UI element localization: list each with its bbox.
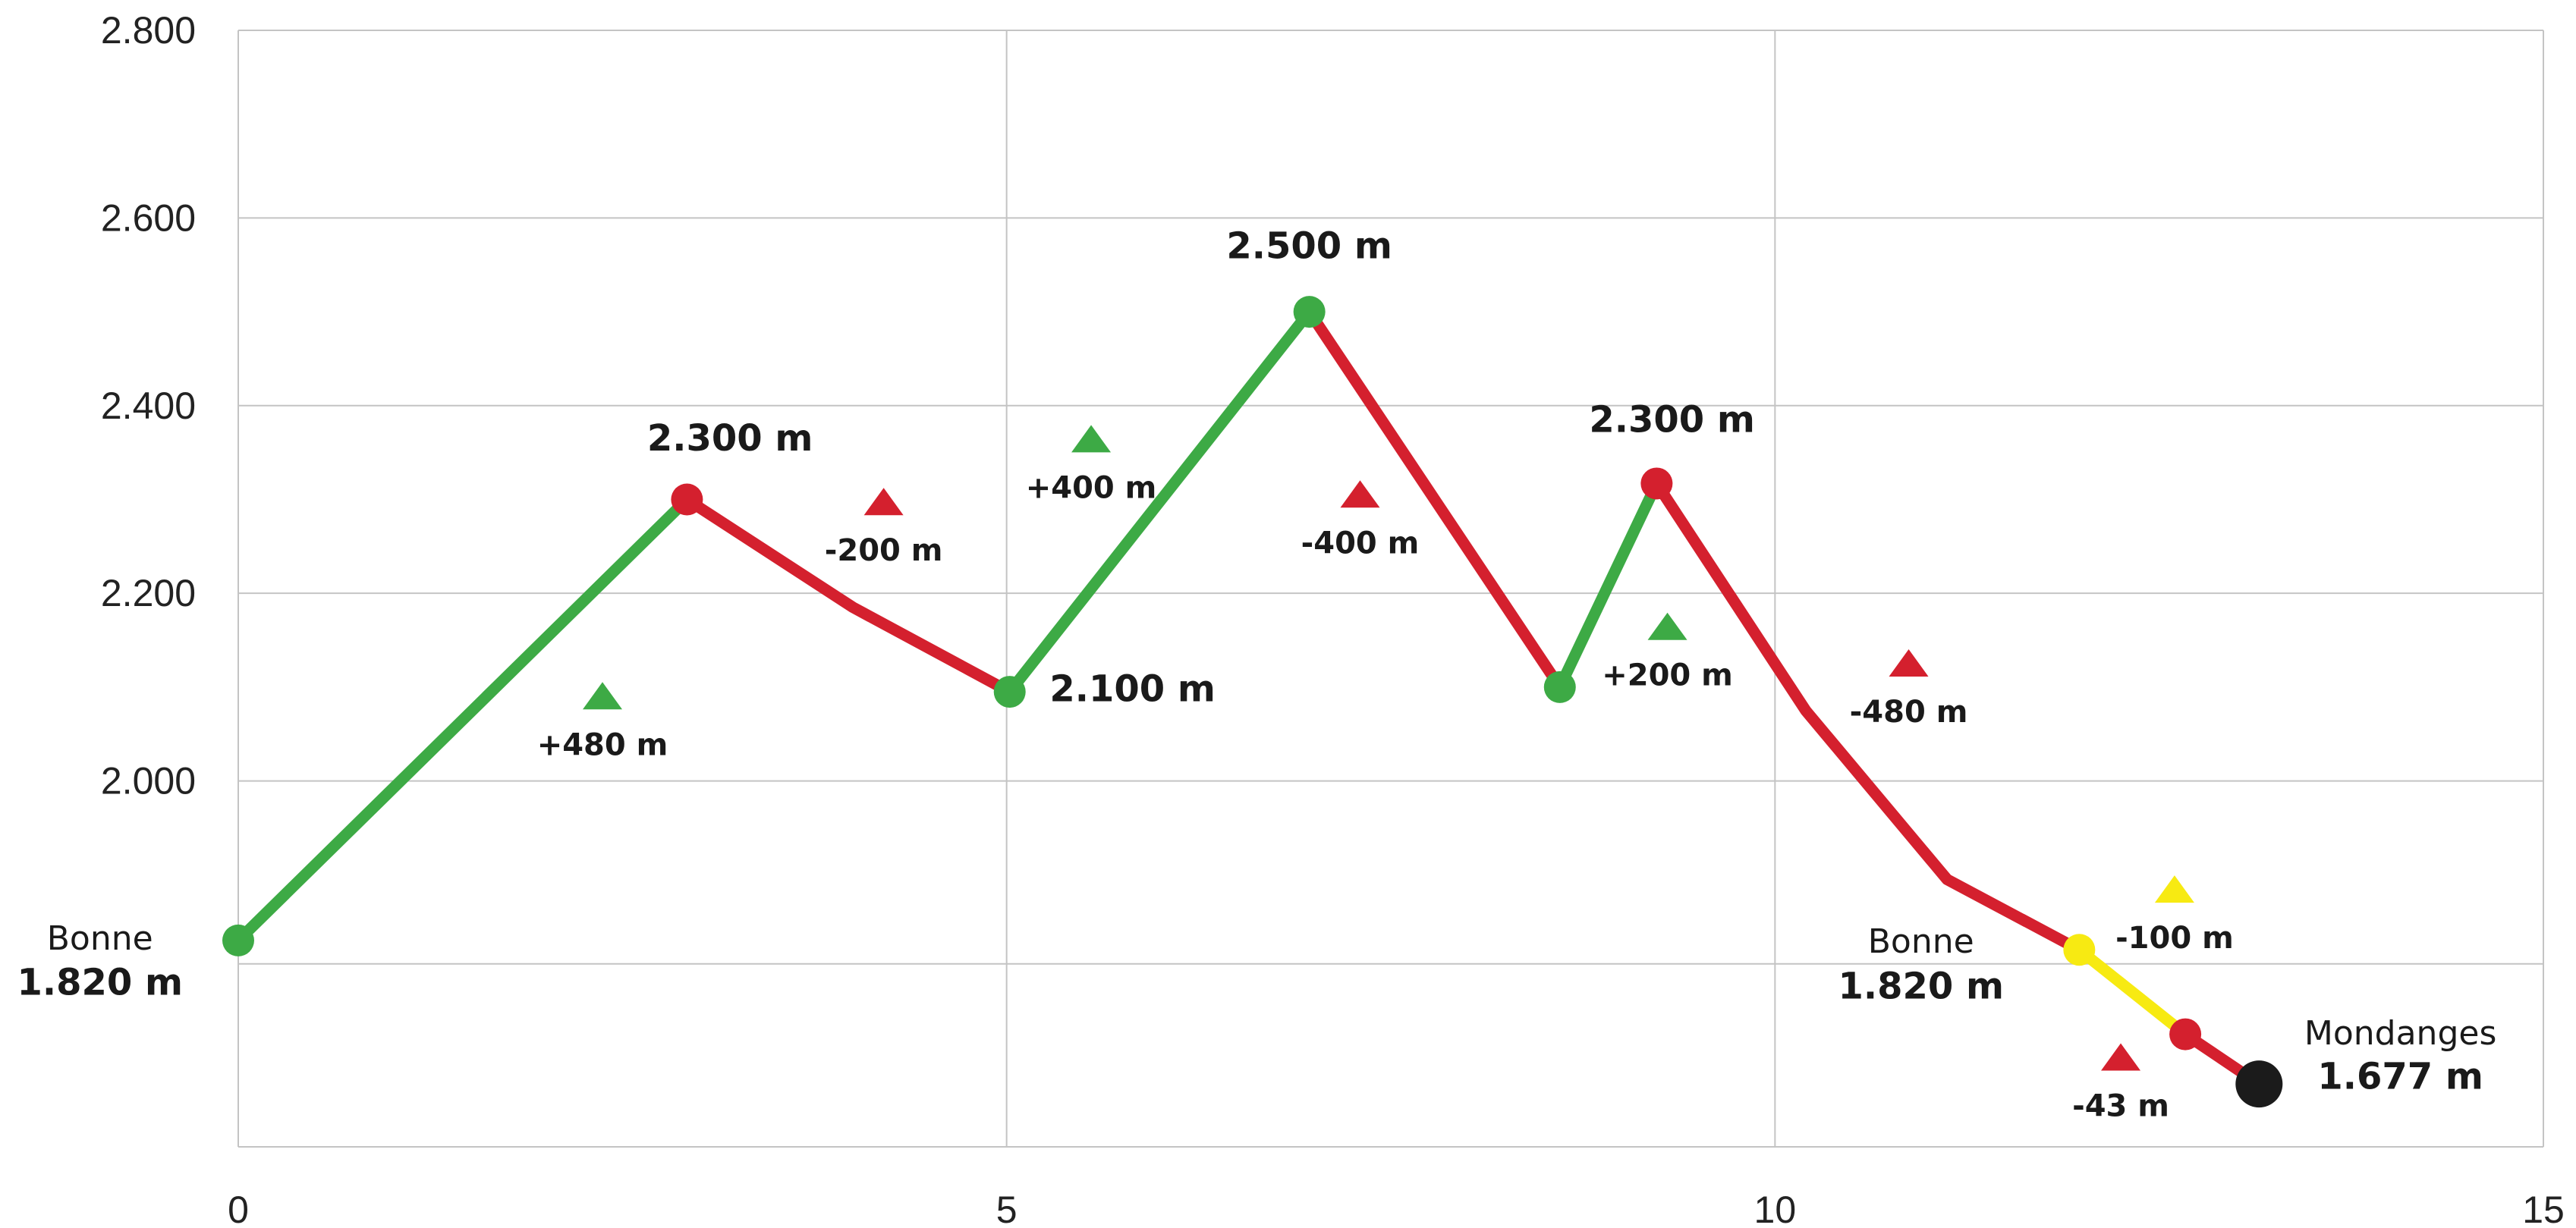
waypoint-marker — [1640, 467, 1673, 500]
y-tick-label: 2.200 — [101, 572, 196, 614]
elevation-label: 2.100 m — [1049, 667, 1216, 710]
x-axis: 0 5 10 15 — [228, 1189, 2565, 1228]
elevation-change-label: -43 m — [2072, 1088, 2169, 1123]
elevation-change: -100 m — [2115, 875, 2234, 956]
waypoint-markers — [222, 296, 2283, 1108]
triangle-icon — [1647, 612, 1687, 640]
elevation-change-label: +480 m — [537, 727, 668, 762]
waypoint-marker — [2169, 1018, 2202, 1051]
elevation-profile-lines — [232, 306, 2265, 1090]
elevation-change-label: +400 m — [1026, 470, 1157, 505]
profile-segment-up — [232, 494, 693, 947]
triangle-icon — [1340, 480, 1380, 508]
profile-segment-up — [1004, 306, 1316, 698]
elevation-change: -400 m — [1301, 480, 1420, 561]
x-tick-label: 0 — [228, 1189, 249, 1228]
y-axis: 2.000 2.200 2.400 2.600 2.800 — [101, 9, 196, 802]
x-tick-label: 10 — [1754, 1189, 1797, 1228]
y-tick-label: 2.000 — [101, 760, 196, 802]
elevation-label: 1.677 m — [2317, 1055, 2483, 1098]
waypoint-marker — [1293, 296, 1326, 328]
profile-segment-down — [1650, 478, 2085, 956]
elevation-label: 2.500 m — [1226, 225, 1392, 268]
elevation-label: 1.820 m — [1838, 966, 2004, 1008]
triangle-icon — [1889, 649, 1929, 677]
end-point-marker — [2235, 1060, 2283, 1108]
waypoint-marker — [222, 924, 254, 956]
place-name-label: Mondanges — [2304, 1014, 2496, 1053]
elevation-change: +480 m — [537, 682, 668, 762]
elevation-change-label: +200 m — [1602, 658, 1733, 693]
waypoint-marker — [993, 676, 1026, 708]
waypoint-marker — [671, 483, 703, 516]
triangle-icon — [863, 488, 904, 516]
waypoint-marker — [2063, 934, 2096, 966]
triangle-icon — [2154, 875, 2194, 903]
profile-segment-down — [681, 494, 1016, 698]
profile-segment-mild — [2073, 944, 2191, 1041]
profile-segment-down — [1304, 306, 1566, 693]
elevation-labels: 2.300 m 2.100 m 2.500 m 2.300 m Bonne 1.820 m… — [17, 225, 2496, 1098]
triangle-icon — [583, 682, 623, 710]
elevation-change: +200 m — [1602, 612, 1733, 693]
elevation-change: -480 m — [1850, 649, 1968, 730]
elevation-change: -200 m — [825, 488, 943, 568]
x-tick-label: 15 — [2522, 1189, 2565, 1228]
place-name-label: Bonne — [1868, 922, 1974, 961]
y-tick-label: 2.600 — [101, 196, 196, 239]
elevation-change: +400 m — [1026, 425, 1157, 505]
y-tick-label: 2.400 — [101, 385, 196, 427]
elevation-change-label: -100 m — [2115, 921, 2234, 956]
waypoint-marker — [1543, 671, 1576, 703]
elevation-change: -43 m — [2072, 1043, 2169, 1123]
elevation-change-label: -480 m — [1850, 695, 1968, 730]
elevation-change-label: -400 m — [1301, 526, 1420, 561]
elevation-label: 1.820 m — [17, 962, 183, 1004]
elevation-change-label: -200 m — [825, 533, 943, 568]
elevation-label: 2.300 m — [647, 417, 813, 460]
elevation-change-labels: +480 m -200 m +400 m -400 m +200 m -480 m -100… — [537, 425, 2234, 1123]
place-name-label: Bonne — [47, 919, 153, 958]
profile-segment-up — [1554, 478, 1662, 693]
y-tick-label: 2.800 — [101, 9, 196, 52]
chart-grid — [237, 30, 2544, 1148]
x-tick-label: 5 — [996, 1189, 1018, 1228]
elevation-label: 2.300 m — [1589, 398, 1755, 441]
triangle-icon — [2101, 1043, 2141, 1071]
triangle-icon — [1071, 425, 1112, 453]
